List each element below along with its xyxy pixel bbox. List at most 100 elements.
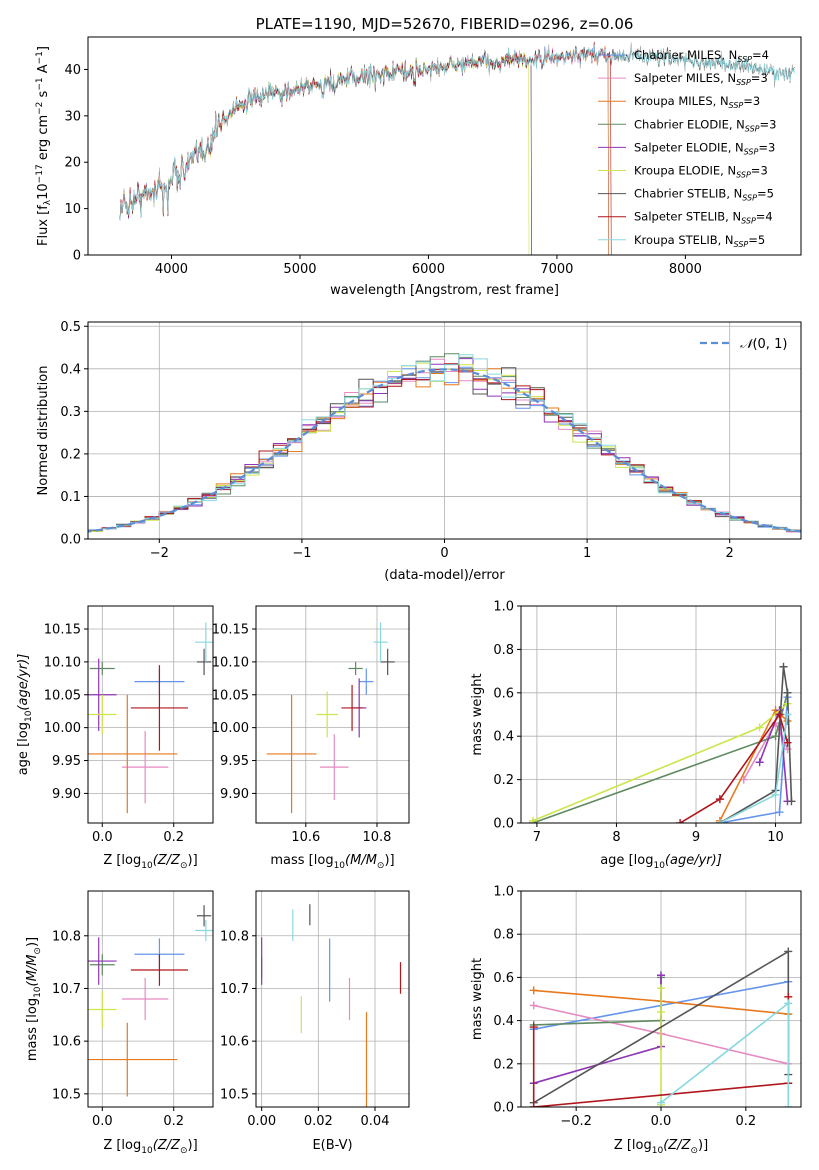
series-marker [755,758,764,767]
legend-label-salpeter_elodie: Salpeter ELODIE, NSSP=3 [634,140,775,156]
point-salpeter_stelib [130,954,188,986]
legend-eq: = [751,71,761,85]
legend-eq: = [758,140,768,154]
y-tick-label: 10.00 [212,721,249,736]
y-tick-label: 0.5 [60,320,81,335]
legend-n: 4 [765,210,772,224]
point-chabrier_stelib [196,648,212,676]
x-tick-label: 0.0 [92,830,113,845]
y-axis-label-exp2: −2 [35,102,45,115]
legend-label-kroupa_stelib: Kroupa STELIB, NSSP=5 [634,233,765,249]
y-tick-label: 1.0 [493,885,514,900]
y-tick-label: 0.2 [493,1057,514,1072]
y-axis-label-close: ] [36,46,51,51]
y-axis-label-exp4: −1 [35,51,45,64]
point-kroupa_elodie [88,991,117,1028]
legend-sub: SSP [745,124,760,133]
x-axis-label-tail: (Z/Z [153,853,181,868]
legend-name: Chabrier MILES, N [634,48,737,62]
y-axis-label-sun: ⊙ [33,947,43,955]
x-axis-label-tail: (age/yr)] [665,853,722,868]
y-tick-label: 10.5 [220,1087,249,1102]
legend-sub: SSP [741,217,756,226]
axes-frame [87,890,214,1108]
legend-gaussian-args: (0, 1) [752,337,787,352]
point-chabrier_elodie [348,661,363,676]
legend-label-salpeter_miles: Salpeter MILES, NSSP=3 [634,71,768,87]
y-tick-label: 10.15 [212,623,249,638]
x-axis-label-sub: 10 [141,861,153,871]
y-tick-label: 0.4 [60,362,81,377]
point-salpeter_elodie [88,658,117,731]
chart-spectrum: PLATE=1190, MJD=52670, FIBERID=0296, z=0… [35,15,802,298]
y-axis-label-tail: (M/M [25,955,40,987]
x-axis-label-main: mass [log [270,853,333,868]
legend-sub: SSP [729,101,744,110]
legend-n: 3 [768,140,775,154]
chart-age_vs_mass: 10.6 10.8 9.90 9.95 10.00 10.05 10.10 10.15 mass… [212,605,410,871]
x-axis-label-sun: ⊙ [180,1146,188,1156]
x-axis-label-tail: (Z/Z [153,1138,181,1153]
legend-n: 3 [760,71,767,85]
x-tick-label: 0.2 [163,1114,184,1129]
x-axis-label: E(B-V) [312,1138,352,1153]
legend-sub: SSP [737,55,752,64]
x-tick-label: 0.02 [304,1114,333,1129]
y-tick-label: 0.1 [60,490,81,505]
legend-label-chabrier_stelib: Chabrier STELIB, NSSP=5 [634,187,774,203]
y-axis-label-angstrom: A [36,64,51,77]
x-axis-label-main: Z [log [103,1138,141,1153]
y-tick-label: 10.8 [52,929,81,944]
legend-name: Kroupa MILES, N [634,94,729,108]
series-salpeter_stelib [676,710,792,823]
legend-sub: SSP [742,194,757,203]
legend-eq: = [751,164,761,178]
x-tick-label: 10.6 [291,830,320,845]
x-tick-label: −0.2 [560,1114,592,1129]
point-chabrier_elodie [89,954,115,976]
x-tick-label: 0.0 [651,1114,672,1129]
point-salpeter_stelib [130,665,188,751]
point-salpeter_stelib [341,684,363,731]
legend-n: 3 [760,164,767,178]
legend-n: 3 [769,117,776,131]
point-chabrier_stelib [380,648,395,676]
y-tick-label: 40 [64,63,81,78]
x-tick-label: 6000 [412,262,445,277]
point-kroupa_elodie [88,694,117,735]
series-marker [775,710,784,719]
axes-frame [255,605,410,824]
legend-eq: = [756,210,766,224]
legend-eq: = [760,117,770,131]
plot-area-residuals [88,353,801,534]
y-tick-label: 10.05 [212,688,249,703]
legend-n: 4 [762,48,769,62]
legend-eq: = [757,187,767,201]
y-tick-label: 20 [64,156,81,171]
point-kroupa_elodie [316,691,338,738]
legend-name: Chabrier ELODIE, N [634,117,745,131]
x-axis-label-close: )] [188,853,198,868]
legend-sub: SSP [736,171,751,180]
legend-n: 5 [758,233,765,247]
y-tick-label: 1.0 [493,600,514,615]
legend-label-salpeter_stelib: Salpeter STELIB, NSSP=4 [634,210,773,226]
x-tick-label: 0.00 [247,1114,276,1129]
series-marker [787,797,796,806]
x-axis-label: Z [log10(Z/Z⊙)] [614,1138,708,1156]
y-tick-label: 9.90 [220,787,249,802]
legend-name: Salpeter MILES, N [634,71,736,85]
x-axis-label-close: )] [384,853,394,868]
y-tick-label: 0.2 [493,773,514,788]
x-axis-label: Z [log10(Z/Z⊙)] [103,1138,197,1156]
chart-title: PLATE=1190, MJD=52670, FIBERID=0296, z=0… [256,15,634,33]
y-axis-label: mass weight [470,673,485,755]
point-kroupa_stelib [373,622,388,662]
x-axis-label-sub: 10 [652,1146,664,1156]
legend-name: Kroupa STELIB, N [634,233,734,247]
x-axis-label: age [log10(age/yr)] [600,853,722,871]
x-tick-label: −1 [292,546,311,561]
y-axis-label: age [log10(age/yr)] [16,654,34,776]
y-axis-label-ten: 10 [36,183,51,200]
